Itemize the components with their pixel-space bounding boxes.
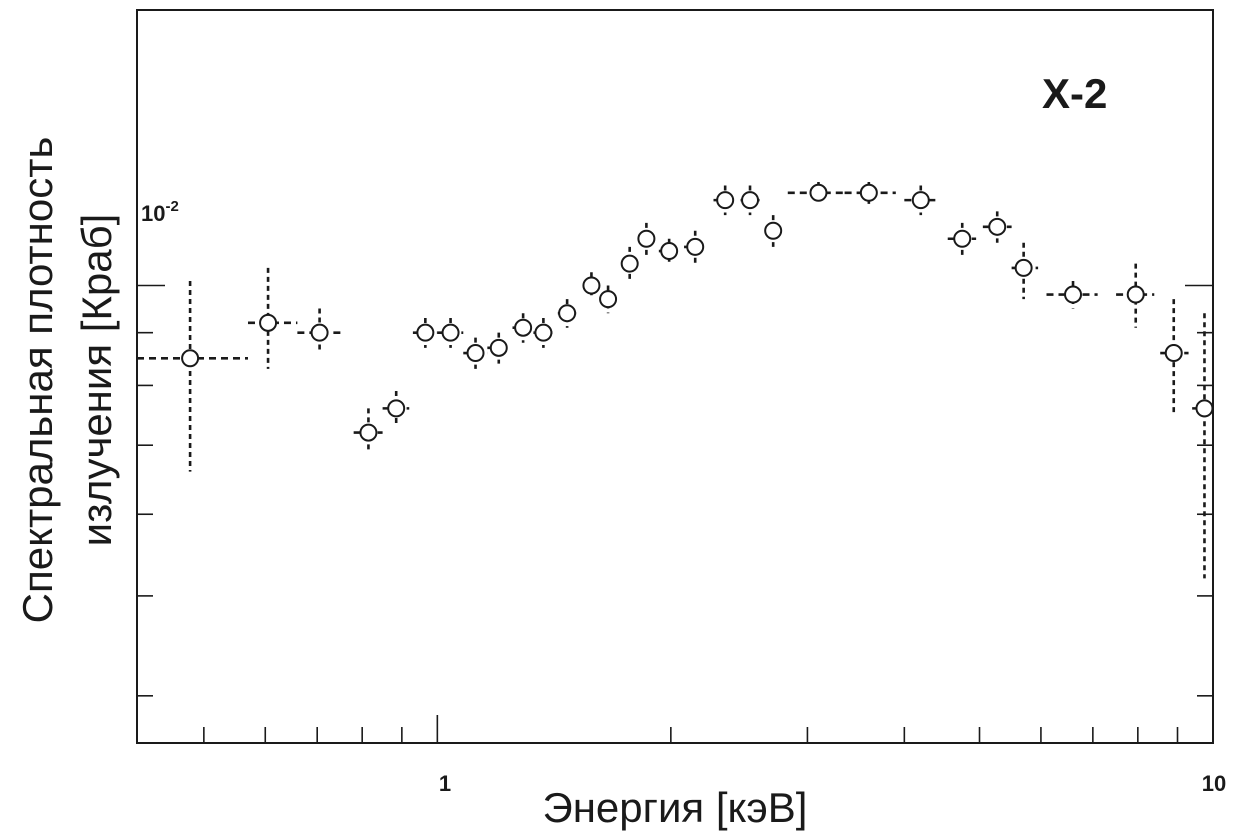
data-point xyxy=(913,192,929,208)
data-point xyxy=(1065,287,1081,303)
data-point xyxy=(954,231,970,247)
x-tick-label-10: 10 xyxy=(1202,771,1226,796)
data-point xyxy=(765,223,781,239)
data-point xyxy=(861,185,877,201)
data-point xyxy=(622,256,638,272)
data-point xyxy=(1016,260,1032,276)
data-point xyxy=(260,315,276,331)
panel-label: X-2 xyxy=(1042,70,1107,117)
data-point xyxy=(388,400,404,416)
data-point xyxy=(1128,287,1144,303)
y-axis-ticks xyxy=(137,285,1213,695)
x-tick-label-1: 1 xyxy=(439,771,451,796)
y-axis-title-line1: Спектральная плотность xyxy=(14,137,61,624)
data-points xyxy=(137,182,1213,578)
data-point xyxy=(742,192,758,208)
data-point xyxy=(661,243,677,259)
data-point xyxy=(1166,345,1182,361)
y-axis-title: Спектральная плотность излучения [Краб] xyxy=(14,137,120,624)
data-point xyxy=(443,325,459,341)
y-axis-title-line2: излучения [Краб] xyxy=(73,214,120,547)
data-point xyxy=(182,350,198,366)
data-point xyxy=(1196,400,1212,416)
data-point xyxy=(360,425,376,441)
data-point xyxy=(583,277,599,293)
y-tick-label-base: 10 xyxy=(141,201,165,226)
data-point xyxy=(312,325,328,341)
y-tick-label-exponent: -2 xyxy=(165,198,178,215)
data-point xyxy=(687,239,703,255)
data-point xyxy=(989,219,1005,235)
data-point xyxy=(559,305,575,321)
data-point xyxy=(600,291,616,307)
data-point xyxy=(638,231,654,247)
x-axis-title: Энергия [кэВ] xyxy=(543,784,808,831)
data-point xyxy=(468,345,484,361)
data-point xyxy=(417,325,433,341)
plot-frame xyxy=(137,10,1213,743)
y-tick-label: 10-2 xyxy=(141,198,179,226)
data-point xyxy=(515,320,531,336)
data-point xyxy=(491,340,507,356)
data-point xyxy=(717,192,733,208)
data-point xyxy=(810,185,826,201)
data-point xyxy=(535,325,551,341)
x-axis-ticks xyxy=(204,715,1213,743)
